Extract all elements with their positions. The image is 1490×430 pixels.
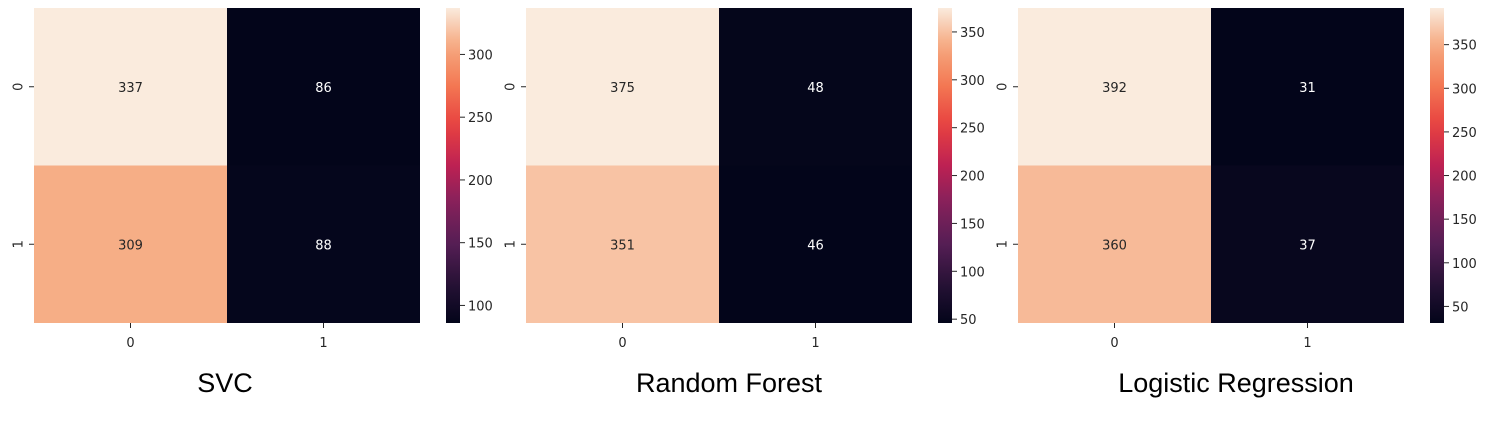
colorbar-tick-label: 50 bbox=[1452, 300, 1469, 315]
heatmap-cell bbox=[34, 165, 227, 323]
y-tick-label: 1 bbox=[504, 240, 519, 248]
cell-value-label: 48 bbox=[807, 81, 824, 96]
colorbar-tick-label: 200 bbox=[1452, 170, 1477, 185]
cell-value-label: 351 bbox=[610, 238, 635, 253]
heatmap-cell bbox=[526, 165, 719, 323]
colorbar bbox=[446, 8, 460, 323]
colorbar-tick-label: 350 bbox=[960, 26, 985, 41]
heatmap-cell bbox=[227, 8, 420, 166]
colorbar bbox=[1430, 8, 1444, 323]
colorbar-tick-label: 350 bbox=[1452, 39, 1477, 54]
colorbar-tick-label: 200 bbox=[468, 174, 493, 189]
x-tick-label: 0 bbox=[126, 336, 134, 351]
y-tick-label: 0 bbox=[504, 83, 519, 91]
x-tick-label: 1 bbox=[811, 336, 819, 351]
y-tick-label: 1 bbox=[12, 240, 27, 248]
colorbar-tick-label: 250 bbox=[960, 122, 985, 137]
x-tick-label: 0 bbox=[618, 336, 626, 351]
cell-value-label: 31 bbox=[1299, 81, 1316, 96]
y-tick-label: 0 bbox=[996, 83, 1011, 91]
x-tick-label: 1 bbox=[1303, 336, 1311, 351]
heatmap-cell bbox=[719, 8, 912, 166]
heatmap-cell bbox=[1211, 8, 1404, 166]
caption-random-forest: Random Forest bbox=[635, 368, 823, 398]
cell-value-label: 375 bbox=[610, 81, 635, 96]
colorbar-tick-label: 100 bbox=[960, 265, 985, 280]
y-tick-label: 1 bbox=[996, 240, 1011, 248]
cell-value-label: 392 bbox=[1102, 81, 1127, 96]
heatmap-cell bbox=[34, 8, 227, 166]
cell-value-label: 37 bbox=[1299, 238, 1316, 253]
colorbar-tick-label: 150 bbox=[1452, 213, 1477, 228]
heatmap-cell bbox=[719, 165, 912, 323]
colorbar-tick-label: 50 bbox=[960, 313, 977, 328]
colorbar-tick-label: 100 bbox=[468, 299, 493, 314]
caption-svc: SVC bbox=[197, 368, 253, 398]
cell-value-label: 309 bbox=[118, 238, 143, 253]
colorbar-tick-label: 200 bbox=[960, 170, 985, 185]
x-tick-label: 1 bbox=[319, 336, 327, 351]
y-tick-label: 0 bbox=[12, 83, 27, 91]
heatmap-cell bbox=[227, 165, 420, 323]
heatmap-cell bbox=[1018, 8, 1211, 166]
colorbar-tick-label: 250 bbox=[468, 111, 493, 126]
colorbar bbox=[938, 8, 952, 323]
colorbar-tick-label: 100 bbox=[1452, 257, 1477, 272]
heatmap-cell bbox=[1211, 165, 1404, 323]
colorbar-tick-label: 150 bbox=[468, 237, 493, 252]
cell-value-label: 360 bbox=[1102, 238, 1127, 253]
colorbar-tick-label: 300 bbox=[468, 48, 493, 63]
x-tick-label: 0 bbox=[1110, 336, 1118, 351]
colorbar-tick-label: 150 bbox=[960, 217, 985, 232]
caption-logistic-regression: Logistic Regression bbox=[1118, 368, 1354, 398]
heatmap-cell bbox=[526, 8, 719, 166]
colorbar-tick-label: 250 bbox=[1452, 126, 1477, 141]
cell-value-label: 86 bbox=[315, 81, 332, 96]
colorbar-tick-label: 300 bbox=[960, 74, 985, 89]
cell-value-label: 337 bbox=[118, 81, 143, 96]
cell-value-label: 88 bbox=[315, 238, 332, 253]
colorbar-tick-label: 300 bbox=[1452, 82, 1477, 97]
heatmap-cell bbox=[1018, 165, 1211, 323]
heatmap-0: 337 86 309 88 0 1 0 1 100 150 200 250 300 bbox=[12, 8, 493, 351]
cell-value-label: 46 bbox=[807, 238, 824, 253]
